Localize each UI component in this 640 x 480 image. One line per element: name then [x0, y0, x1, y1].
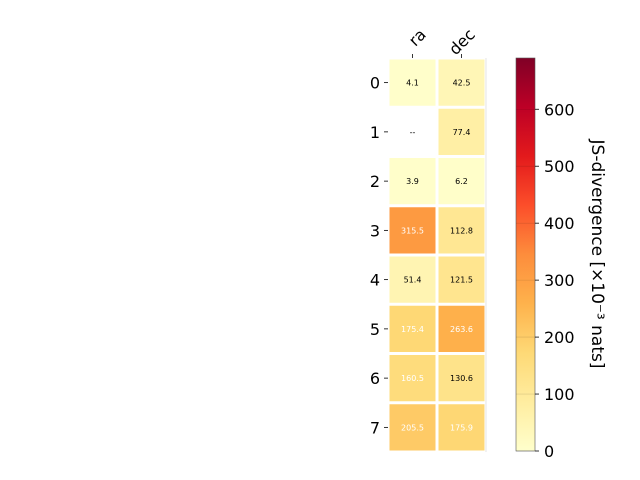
- heatmap-cell: [438, 256, 485, 303]
- x-tick-label: dec: [445, 25, 479, 59]
- cell-value-label: 121.5: [450, 276, 473, 285]
- cell-value-label: 3.9: [406, 177, 419, 186]
- colorbar-label: JS-divergence [×10⁻³ nats]: [587, 139, 607, 369]
- x-axis-ticks: ra dec: [405, 25, 479, 59]
- cell-value-label: 130.6: [450, 374, 473, 383]
- cell-value-label: 205.5: [401, 423, 424, 432]
- heatmap-cell: [438, 207, 485, 254]
- y-tick-label: 1: [370, 123, 380, 142]
- colorbar-tick-label: 300: [544, 271, 575, 290]
- colorbar-tick-label: 400: [544, 214, 575, 233]
- heatmap-cell: [438, 59, 485, 106]
- y-axis-ticks: 0 1 2 3 4 5 6 7: [370, 74, 388, 437]
- colorbar-ticks: 0 100 200 300 400 500 600: [516, 100, 575, 461]
- heatmap-cell: [389, 207, 436, 254]
- y-tick-label: 6: [370, 369, 380, 388]
- colorbar-tick-label: 600: [544, 100, 575, 119]
- heatmap-cell: [389, 158, 436, 205]
- cell-value-label: 6.2: [455, 177, 468, 186]
- y-tick-label: 2: [370, 172, 380, 191]
- heatmap-cell: [389, 404, 436, 451]
- x-tick-label: ra: [405, 25, 430, 50]
- cell-value-label: 77.4: [453, 128, 471, 137]
- y-tick-label: 7: [370, 418, 380, 437]
- y-tick-label: 3: [370, 221, 380, 240]
- heatmap-cell: [389, 305, 436, 352]
- cell-value-label: 175.9: [450, 423, 473, 432]
- cell-value-label: 160.5: [401, 374, 424, 383]
- cell-value-label: 4.1: [406, 79, 419, 88]
- colorbar-tick-label: 100: [544, 385, 575, 404]
- y-tick-label: 4: [370, 271, 380, 290]
- cell-value-label: 315.5: [401, 226, 424, 235]
- colorbar-tick-label: 500: [544, 157, 575, 176]
- heatmap-cell: [389, 59, 436, 106]
- heatmap-cell: [438, 355, 485, 402]
- cell-value-label: 42.5: [453, 79, 471, 88]
- colorbar-gradient: [515, 57, 536, 452]
- cell-labels: 4.1 42.5 -- 77.4 3.9 6.2 315.5 112.8 51.4 121.5 17…: [401, 79, 473, 433]
- cell-value-label: --: [410, 128, 416, 137]
- heatmap-cell: [438, 108, 485, 155]
- heatmap-cell: [438, 404, 485, 451]
- heatmap-cell: [438, 158, 485, 205]
- heatmap-cell: [389, 355, 436, 402]
- cell-value-label: 175.4: [401, 325, 424, 334]
- cell-value-label: 112.8: [450, 226, 473, 235]
- colorbar: 0 100 200 300 400 500 600 JS-divergence [×10⁻³…: [515, 57, 607, 461]
- cell-value-label: 51.4: [404, 276, 422, 285]
- cell-value-label: 263.6: [450, 325, 473, 334]
- y-tick-label: 5: [370, 320, 380, 339]
- colorbar-tick-label: 0: [544, 442, 554, 461]
- heatmap-cell: [438, 305, 485, 352]
- heatmap-cell: [389, 256, 436, 303]
- y-tick-label: 0: [370, 74, 380, 93]
- colorbar-tick-label: 200: [544, 328, 575, 347]
- heatmap-cells: [389, 58, 487, 452]
